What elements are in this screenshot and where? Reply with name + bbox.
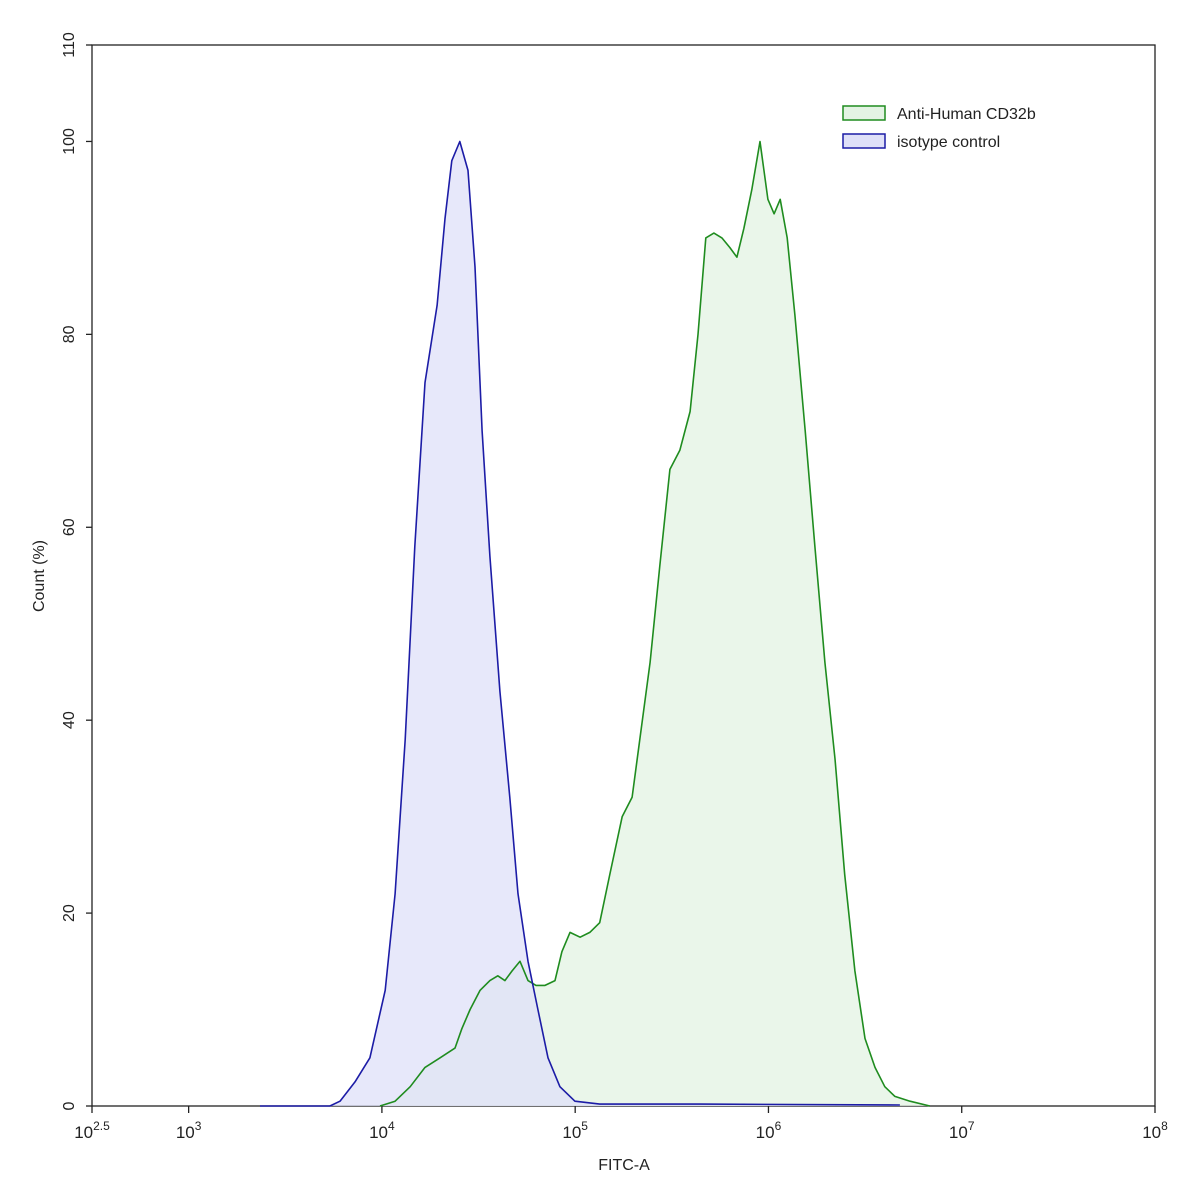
y-tick-label: 100	[61, 128, 78, 155]
x-tick-base: 10	[562, 1123, 581, 1142]
y-tick-label: 110	[61, 32, 78, 58]
x-tick-label: 105	[562, 1119, 588, 1142]
x-tick-base: 10	[756, 1123, 775, 1142]
x-tick-exponent: 4	[388, 1119, 395, 1133]
x-tick-label: 106	[756, 1119, 782, 1142]
x-tick-exponent: 5	[581, 1119, 588, 1133]
legend-label: Anti-Human CD32b	[897, 106, 1036, 123]
y-tick-label: 20	[61, 904, 78, 922]
y-axis-label: Count (%)	[31, 540, 48, 612]
legend-label: isotype control	[897, 134, 1000, 151]
x-tick-label: 104	[369, 1119, 395, 1142]
x-tick-base: 10	[1142, 1123, 1161, 1142]
x-tick-base: 10	[176, 1123, 195, 1142]
histogram-line	[260, 140, 900, 1107]
x-tick-label: 107	[949, 1119, 975, 1142]
x-tick-base: 10	[949, 1123, 968, 1142]
legend-swatch	[842, 133, 886, 149]
x-tick-exponent: 2.5	[93, 1119, 110, 1133]
x-tick-label: 103	[176, 1119, 202, 1142]
x-tick-exponent: 7	[968, 1119, 975, 1133]
y-tick-label: 80	[61, 325, 78, 343]
y-tick-label: 40	[61, 711, 78, 729]
legend-swatch	[842, 105, 886, 121]
x-tick-label: 108	[1142, 1119, 1168, 1142]
x-axis-label: FITC-A	[598, 1157, 650, 1174]
x-tick-base: 10	[369, 1123, 388, 1142]
x-tick-base: 10	[74, 1123, 93, 1142]
area-fill	[260, 141, 900, 1106]
x-tick-exponent: 8	[1161, 1119, 1168, 1133]
y-tick-label: 60	[61, 518, 78, 536]
histogram-line	[379, 140, 930, 1107]
y-tick-label: 0	[61, 1101, 78, 1110]
x-tick-exponent: 3	[195, 1119, 202, 1133]
x-tick-exponent: 6	[775, 1119, 782, 1133]
x-tick-label: 102.5	[74, 1119, 110, 1142]
area-fill	[380, 141, 930, 1106]
